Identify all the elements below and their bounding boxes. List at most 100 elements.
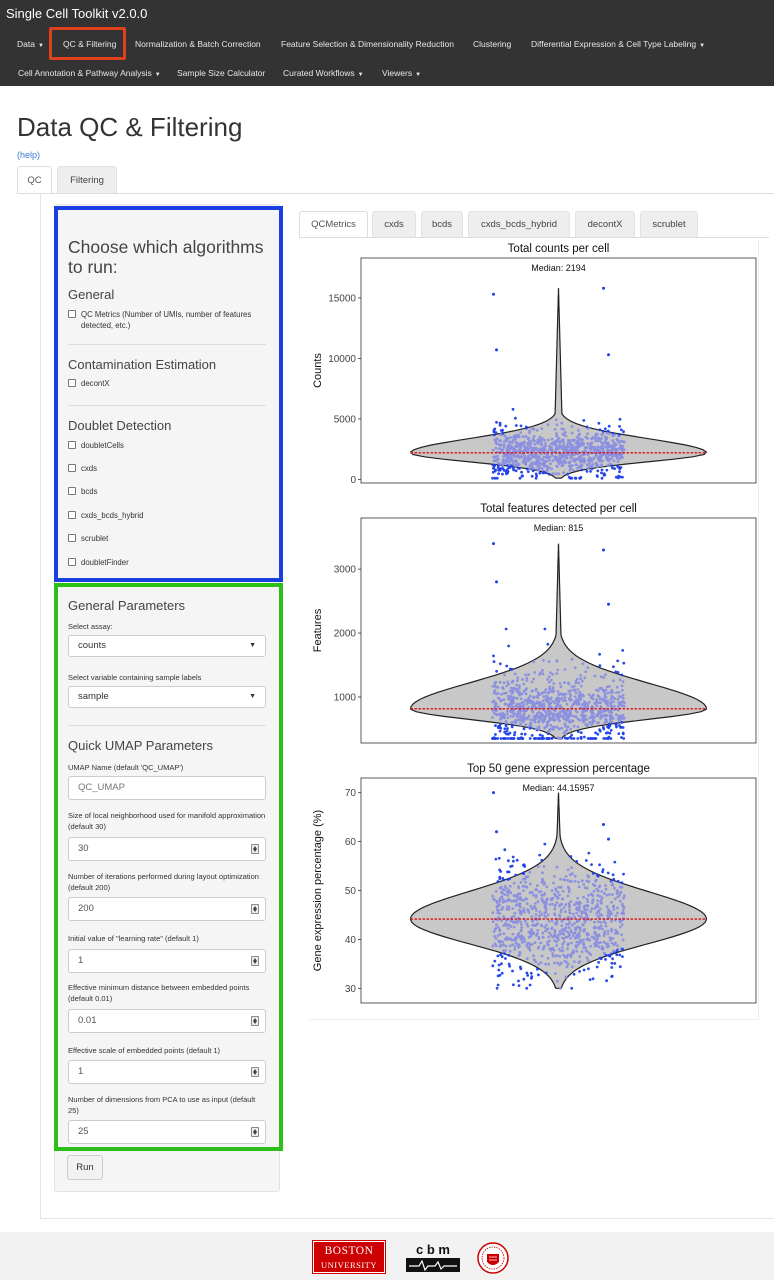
violin-shape (409, 288, 708, 479)
checkbox-qc-metrics[interactable]: QC Metrics (Number of UMIs, number of fe… (68, 309, 268, 331)
data-point (616, 704, 620, 708)
data-point (524, 673, 527, 677)
y-tick-label: 60 (345, 837, 357, 848)
data-point (528, 429, 531, 433)
sample-select[interactable]: sample ▼ (68, 686, 266, 708)
data-point (524, 457, 528, 460)
data-point (610, 711, 613, 715)
nav-differential-expression[interactable]: Differential Expression & Cell Type Labe… (531, 39, 705, 49)
tab-bcds[interactable]: bcds (421, 211, 463, 238)
data-point (508, 698, 512, 702)
data-point (518, 892, 522, 896)
umap-field-label: Number of dimensions from PCA to use as … (68, 1095, 256, 1115)
umap-name-input[interactable]: QC_UMAP (68, 776, 266, 800)
data-point (569, 955, 573, 959)
tab-decontx[interactable]: decontX (575, 211, 635, 238)
data-point (620, 452, 624, 456)
tab-qc[interactable]: QC (17, 166, 52, 194)
nav-cell-annotation[interactable]: Cell Annotation & Pathway Analysis ▼ (18, 68, 161, 78)
checkbox-box[interactable] (68, 310, 76, 318)
data-point (514, 900, 518, 903)
data-point (554, 903, 557, 907)
data-point (506, 716, 510, 719)
data-point (543, 459, 547, 463)
checkbox-box[interactable] (68, 379, 76, 387)
data-point (600, 913, 604, 917)
divider (68, 725, 266, 726)
nav-sample-size[interactable]: Sample Size Calculator (177, 68, 265, 78)
spinner-icon[interactable] (251, 844, 259, 854)
data-point (575, 436, 579, 439)
iterations-input[interactable]: 200 (68, 897, 266, 921)
data-point (584, 445, 588, 449)
nav-viewers[interactable]: Viewers ▼ (382, 68, 421, 78)
data-point (491, 716, 494, 719)
learning-rate-input[interactable]: 1 (68, 949, 266, 973)
data-point (599, 686, 603, 690)
data-point (563, 681, 566, 684)
contamination-heading: Contamination Estimation (68, 357, 217, 372)
checkbox-box[interactable] (68, 487, 76, 495)
tab-filtering[interactable]: Filtering (57, 166, 117, 194)
data-point (582, 720, 585, 724)
assay-select[interactable]: counts ▼ (68, 635, 266, 657)
data-point (564, 714, 568, 717)
data-point (516, 689, 520, 693)
data-point (508, 689, 512, 693)
data-point (617, 732, 621, 735)
nav-data[interactable]: Data ▼ (17, 39, 44, 49)
spinner-icon[interactable] (251, 904, 259, 914)
data-point (563, 736, 567, 740)
data-point (604, 884, 607, 887)
data-point (579, 731, 583, 734)
data-point (541, 672, 545, 676)
outlier-point (602, 822, 605, 826)
data-point (537, 962, 540, 966)
tab-cxds[interactable]: cxds (372, 211, 416, 238)
data-point (569, 855, 573, 858)
data-point (514, 424, 518, 427)
data-point (520, 701, 524, 705)
min-distance-input[interactable]: 0.01 (68, 1009, 266, 1033)
checkbox-box[interactable] (68, 511, 76, 519)
data-point (528, 439, 531, 443)
data-point (508, 944, 512, 948)
data-point (554, 472, 558, 475)
spinner-icon[interactable] (251, 1016, 259, 1026)
tab-scrublet[interactable]: scrublet (640, 211, 698, 238)
data-point (618, 891, 622, 895)
spinner-icon[interactable] (251, 1127, 259, 1137)
checkbox-box[interactable] (68, 558, 76, 566)
nav-clustering[interactable]: Clustering (473, 39, 511, 49)
y-tick-label: 70 (345, 788, 357, 799)
neighborhood-size-input[interactable]: 30 (68, 837, 266, 861)
data-point (499, 953, 502, 957)
data-point (528, 891, 532, 895)
tab-qcmetrics[interactable]: QCMetrics (299, 211, 368, 238)
checkbox-box[interactable] (68, 464, 76, 472)
tab-cxds-bcds-hybrid[interactable]: cxds_bcds_hybrid (468, 211, 570, 238)
nav-feature-selection[interactable]: Feature Selection & Dimensionality Reduc… (281, 39, 454, 49)
checkbox-box[interactable] (68, 534, 76, 542)
data-point (574, 681, 578, 685)
checkbox-box[interactable] (68, 441, 76, 449)
spread-input[interactable]: 1 (68, 1060, 266, 1084)
run-button[interactable]: Run (67, 1155, 103, 1180)
data-point (605, 905, 609, 909)
help-link[interactable]: (help) (17, 150, 41, 160)
data-point (497, 856, 501, 860)
nav-curated-workflows[interactable]: Curated Workflows ▼ (283, 68, 364, 78)
data-point (550, 889, 554, 893)
data-point (612, 459, 616, 463)
data-point (499, 737, 503, 740)
pca-dimensions-input[interactable]: 25 (68, 1120, 266, 1144)
nav-qc-filtering[interactable]: QC & Filtering (63, 39, 116, 49)
data-point (558, 711, 562, 715)
spinner-icon[interactable] (251, 956, 259, 966)
nav-normalization[interactable]: Normalization & Batch Correction (135, 39, 261, 49)
spinner-icon[interactable] (251, 1067, 259, 1077)
data-point (599, 921, 603, 924)
data-point (582, 930, 586, 933)
data-point (578, 938, 582, 942)
data-point (578, 970, 581, 973)
